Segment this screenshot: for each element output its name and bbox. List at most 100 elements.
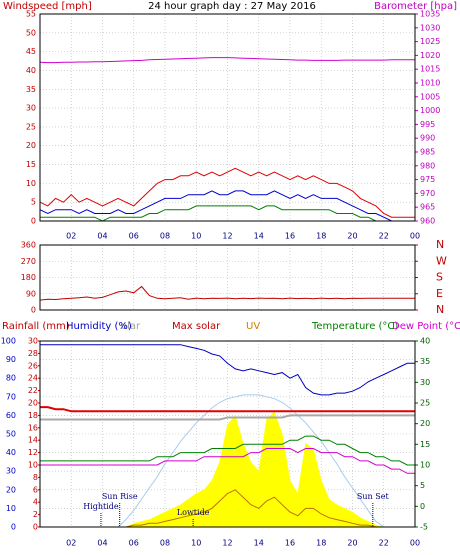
x-tick-label: 08 <box>160 539 170 548</box>
y3-tick-label: 20 <box>28 399 38 408</box>
y-tick-label: 0 <box>31 306 36 315</box>
series-line <box>40 448 415 474</box>
y3-tick-label: 18 <box>28 411 38 420</box>
y2-tick-label: N <box>436 238 444 251</box>
series-label: olar <box>121 321 141 332</box>
x-tick-label: 04 <box>97 232 107 241</box>
series-label: Temperature (°C) <box>311 321 398 332</box>
y-tick-label: 180 <box>21 273 36 282</box>
y-tick-label: 90 <box>6 355 16 364</box>
y2-tick-label: 1015 <box>420 65 440 74</box>
y-tick-label: 30 <box>6 467 16 476</box>
wind-axis-label: Windspeed [mph] <box>3 1 92 12</box>
x-tick-label: 20 <box>347 539 357 548</box>
x-tick-label: 10 <box>191 232 201 241</box>
y-tick-label: 35 <box>26 85 36 94</box>
x-tick-label: 16 <box>285 539 295 548</box>
y-tick-label: 15 <box>26 160 36 169</box>
x-tick-label: 04 <box>97 539 107 548</box>
x-tick-label: 18 <box>316 539 326 548</box>
y2-tick-label: 960 <box>420 217 435 226</box>
y2-tick-label: 25 <box>420 399 430 408</box>
y-tick-label: 0 <box>31 217 36 226</box>
y-tick-label: 45 <box>26 47 36 56</box>
y3-tick-label: 26 <box>28 361 38 370</box>
y-tick-label: 20 <box>6 485 16 494</box>
chart-title: 24 hour graph day : 27 May 2016 <box>148 1 316 12</box>
y-tick-label: 70 <box>6 392 16 401</box>
x-tick-label: 12 <box>222 539 232 548</box>
series-line <box>39 190 415 222</box>
y2-tick-label: 1010 <box>420 79 440 88</box>
x-tick-label: 00 <box>410 232 420 241</box>
y2-tick-label: 1035 <box>420 10 440 19</box>
y2-tick-label: 1005 <box>420 92 440 101</box>
series-line <box>39 167 415 218</box>
x-tick-label: 22 <box>379 232 389 241</box>
y2-tick-label: 1020 <box>420 51 440 60</box>
series-line <box>39 285 415 301</box>
y2-tick-label: 35 <box>420 357 430 366</box>
y3-tick-label: 12 <box>28 448 38 457</box>
x-tick-label: 02 <box>66 539 76 548</box>
y2-tick-label: 20 <box>420 419 430 428</box>
annotation-label: Sun Set <box>357 492 390 501</box>
y3-tick-label: 4 <box>33 498 38 507</box>
y3-tick-label: 16 <box>28 423 38 432</box>
series-label: Humidity (%) <box>66 321 132 332</box>
y2-tick-label: 990 <box>420 134 435 143</box>
annotation-label: Lowtide <box>177 508 210 517</box>
y3-tick-label: 0 <box>33 523 38 532</box>
series-label: UV <box>246 321 260 332</box>
y2-tick-label: 965 <box>420 203 435 212</box>
y-tick-label: 30 <box>26 104 36 113</box>
x-tick-label: 06 <box>129 539 139 548</box>
y3-tick-label: 30 <box>28 337 38 346</box>
y2-tick-label: 995 <box>420 120 435 129</box>
x-tick-label: 08 <box>160 232 170 241</box>
y3-tick-label: 2 <box>33 510 38 519</box>
y-tick-label: 270 <box>21 257 36 266</box>
y2-tick-label: 15 <box>420 440 430 449</box>
y2-tick-label: -5 <box>420 523 428 532</box>
x-tick-label: 22 <box>379 539 389 548</box>
y3-tick-label: 8 <box>33 473 38 482</box>
y2-tick-label: 30 <box>420 378 430 387</box>
y-tick-label: 90 <box>26 289 36 298</box>
plot-frame <box>39 340 416 528</box>
y3-tick-label: 24 <box>28 374 38 383</box>
annotation-label: Sun Rise <box>102 492 138 501</box>
annotation-label: Hightide <box>83 502 119 511</box>
series-label: Dew Point (°C) <box>392 321 460 332</box>
y3-tick-label: 14 <box>28 436 38 445</box>
y2-tick-label: 980 <box>420 161 435 170</box>
y2-tick-label: 1030 <box>420 23 440 32</box>
x-tick-label: 20 <box>347 232 357 241</box>
y-tick-label: 40 <box>6 448 16 457</box>
y3-tick-label: 6 <box>33 485 38 494</box>
y-tick-label: 40 <box>26 66 36 75</box>
y2-tick-label: W <box>436 254 447 267</box>
y-tick-label: 20 <box>26 141 36 150</box>
y-tick-label: 80 <box>6 374 16 383</box>
series-line <box>40 406 415 413</box>
y2-tick-label: 5 <box>420 481 425 490</box>
series-line <box>39 57 415 64</box>
series-line <box>40 414 415 421</box>
y-tick-label: 100 <box>1 337 16 346</box>
y2-tick-label: 1025 <box>420 37 440 46</box>
plot-frame <box>39 13 416 222</box>
plot-area <box>40 14 415 221</box>
series-line <box>40 435 415 466</box>
y-tick-label: 25 <box>26 122 36 131</box>
y2-tick-label: 1000 <box>420 106 440 115</box>
y2-tick-label: 40 <box>420 337 430 346</box>
series-line <box>40 344 415 396</box>
x-tick-label: 14 <box>254 539 264 548</box>
y3-tick-label: 10 <box>28 461 38 470</box>
y-tick-label: 50 <box>26 28 36 37</box>
y2-tick-label: 970 <box>420 189 435 198</box>
x-tick-label: 12 <box>222 232 232 241</box>
y-tick-label: 10 <box>6 504 16 513</box>
